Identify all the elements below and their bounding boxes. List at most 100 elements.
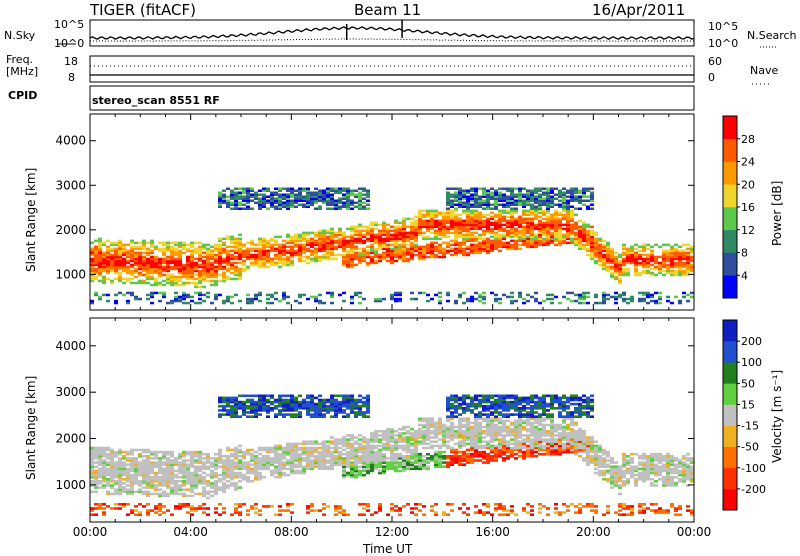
power-colorbar-tick-label: 16	[741, 201, 755, 214]
heatmap-cell	[342, 395, 346, 398]
heatmap-cell	[170, 266, 174, 269]
heatmap-cell	[562, 296, 566, 299]
heatmap-cell	[102, 507, 106, 510]
heatmap-cell	[158, 300, 162, 303]
heatmap-cell	[606, 242, 610, 245]
heatmap-cell	[98, 480, 102, 483]
heatmap-cell	[330, 194, 334, 197]
heatmap-cell	[326, 440, 330, 443]
heatmap-cell	[262, 455, 266, 458]
heatmap-cell	[306, 248, 310, 251]
heatmap-cell	[362, 226, 366, 229]
heatmap-cell	[522, 188, 526, 191]
heatmap-cell	[558, 212, 562, 215]
heatmap-cell	[162, 280, 166, 283]
heatmap-cell	[254, 192, 258, 195]
nsky-panel-frame	[90, 20, 694, 46]
heatmap-cell	[138, 488, 142, 491]
heatmap-cell	[446, 250, 450, 253]
heatmap-cell	[338, 228, 342, 231]
heatmap-cell	[610, 296, 614, 299]
heatmap-cell	[278, 409, 282, 412]
heatmap-cell	[286, 234, 290, 237]
heatmap-cell	[334, 232, 338, 235]
heatmap-cell	[326, 188, 330, 191]
heatmap-cell	[302, 204, 306, 207]
heatmap-cell	[218, 192, 222, 195]
heatmap-cell	[210, 262, 214, 265]
heatmap-cell	[142, 505, 146, 508]
heatmap-cell	[366, 395, 370, 398]
heatmap-cell	[126, 244, 130, 247]
heatmap-cell	[378, 445, 382, 448]
heatmap-cell	[510, 296, 514, 299]
heatmap-cell	[310, 296, 314, 299]
heatmap-cell	[518, 244, 522, 247]
heatmap-cell	[286, 399, 290, 402]
heatmap-cell	[194, 302, 198, 305]
heatmap-cell	[402, 455, 406, 458]
heatmap-cell	[646, 248, 650, 251]
heatmap-cell	[218, 503, 222, 506]
heatmap-cell	[394, 292, 398, 295]
heatmap-cell	[518, 230, 522, 233]
heatmap-cell	[414, 298, 418, 301]
heatmap-cell	[138, 252, 142, 255]
heatmap-cell	[182, 493, 186, 496]
heatmap-cell	[226, 276, 230, 279]
heatmap-cell	[658, 256, 662, 259]
heatmap-cell	[546, 298, 550, 301]
heatmap-cell	[178, 276, 182, 279]
heatmap-cell	[222, 511, 226, 514]
heatmap-cell	[90, 513, 94, 516]
heatmap-cell	[202, 486, 206, 489]
heatmap-cell	[362, 198, 366, 201]
heatmap-cell	[490, 240, 494, 243]
heatmap-cell	[286, 395, 290, 398]
heatmap-cell	[242, 260, 246, 263]
heatmap-cell	[498, 188, 502, 191]
heatmap-cell	[394, 438, 398, 441]
heatmap-cell	[298, 401, 302, 404]
heatmap-cell	[342, 300, 346, 303]
heatmap-cell	[366, 509, 370, 512]
heatmap-cell	[358, 405, 362, 408]
heatmap-cell	[462, 210, 466, 213]
heatmap-cell	[462, 292, 466, 295]
heatmap-cell	[134, 296, 138, 299]
heatmap-cell	[534, 224, 538, 227]
heatmap-cell	[586, 230, 590, 233]
heatmap-cell	[130, 270, 134, 273]
heatmap-cell	[578, 190, 582, 193]
heatmap-cell	[570, 292, 574, 295]
heatmap-cell	[510, 240, 514, 243]
heatmap-cell	[154, 484, 158, 487]
heatmap-cell	[606, 298, 610, 301]
velocity-panel-bg	[90, 318, 694, 522]
heatmap-cell	[282, 399, 286, 402]
heatmap-cell	[438, 300, 442, 303]
heatmap-cell	[618, 278, 622, 281]
heatmap-cell	[198, 242, 202, 245]
heatmap-cell	[654, 300, 658, 303]
heatmap-cell	[414, 216, 418, 219]
heatmap-cell	[274, 413, 278, 416]
heatmap-cell	[642, 292, 646, 295]
heatmap-cell	[218, 397, 222, 400]
heatmap-cell	[454, 204, 458, 207]
heatmap-cell	[262, 395, 266, 398]
heatmap-cell	[106, 453, 110, 456]
heatmap-cell	[686, 294, 690, 297]
heatmap-cell	[654, 274, 658, 277]
heatmap-cell	[534, 196, 538, 199]
heatmap-cell	[178, 493, 182, 496]
heatmap-cell	[142, 491, 146, 494]
heatmap-cell	[522, 194, 526, 197]
heatmap-cell	[250, 254, 254, 257]
heatmap-cell	[674, 296, 678, 299]
heatmap-cell	[174, 474, 178, 477]
heatmap-cell	[234, 461, 238, 464]
heatmap-cell	[346, 434, 350, 437]
heatmap-cell	[294, 443, 298, 446]
